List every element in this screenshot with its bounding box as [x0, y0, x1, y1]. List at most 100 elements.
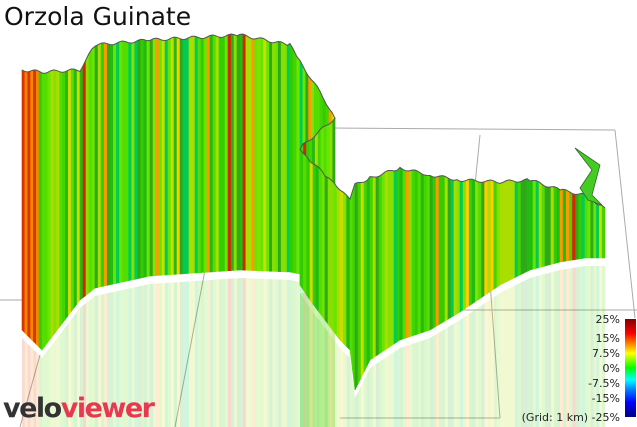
reflection-stripe [385, 356, 388, 427]
wall-stripe [336, 186, 341, 341]
wall-stripe [280, 41, 285, 273]
wall-stripe [218, 36, 223, 272]
wall-stripe [260, 37, 264, 272]
reflection-stripe [569, 268, 573, 427]
reflection-stripe [287, 279, 290, 427]
reflection-stripe [195, 280, 198, 427]
wall-stripe [520, 179, 525, 275]
wall-stripe [517, 181, 522, 277]
reflection-stripe [311, 291, 315, 427]
reflection-stripe [323, 286, 326, 427]
reflection-stripe [346, 354, 350, 427]
wall-stripe [493, 180, 498, 290]
reflection-stripe [168, 282, 171, 427]
wall-stripe [387, 170, 392, 349]
wall-stripe [363, 180, 368, 373]
reflection-stripe [308, 283, 312, 427]
wall-stripe [65, 69, 69, 321]
wall-stripe [24, 71, 29, 337]
legend-label-25: 25% [595, 313, 620, 326]
wall-stripe [444, 175, 449, 322]
wall-stripe [487, 179, 492, 294]
reflection-stripe [490, 297, 494, 427]
wall-stripe [203, 36, 208, 273]
reflection-stripe [484, 301, 488, 427]
reflection-stripe [305, 292, 309, 427]
wall-stripe [450, 179, 455, 318]
wall-stripe [277, 41, 282, 272]
wall-stripe [426, 175, 431, 332]
wall-stripe [257, 37, 261, 272]
wall-stripe [100, 42, 105, 288]
wall-stripe [76, 69, 81, 305]
reflection-stripe [305, 283, 309, 427]
wall-stripe [197, 36, 202, 274]
wall-stripe [596, 203, 600, 259]
reflection-stripe [439, 330, 442, 427]
wall-stripe [384, 170, 389, 351]
reflection-stripe [116, 290, 120, 427]
reflection-stripe [350, 358, 353, 427]
reflection-stripe [269, 279, 273, 427]
reflection-stripe [457, 320, 460, 427]
route-end-segment [574, 147, 603, 206]
wall-stripe [91, 45, 96, 292]
wall-stripe [423, 174, 428, 333]
reflection-stripe [260, 278, 264, 427]
reflection-stripe [281, 279, 285, 427]
wall-stripe [27, 70, 31, 340]
wall-stripe [182, 38, 187, 275]
reflection-stripe [361, 380, 364, 427]
wall-stripe [420, 172, 425, 334]
wall-stripe [242, 33, 247, 271]
wall-stripe [484, 180, 488, 296]
wall-stripe [327, 177, 332, 329]
wall-stripe [209, 34, 214, 273]
wall-stripe [272, 41, 276, 272]
wall-stripe [70, 68, 75, 313]
wall-stripe [405, 170, 410, 339]
reflection-stripe [183, 281, 186, 427]
reflection-stripe [251, 278, 255, 427]
wall-stripe [339, 189, 344, 345]
reflection-stripe [92, 296, 95, 427]
wall-stripe [33, 69, 37, 346]
wall-stripe [173, 36, 178, 275]
reflection-stripe [358, 386, 361, 427]
reflection-stripe [165, 282, 168, 427]
reflection-stripe [587, 266, 591, 427]
wall-stripe [125, 41, 129, 282]
wall-stripe [239, 33, 244, 271]
wall-stripe [511, 180, 516, 280]
reflection-stripe [593, 266, 597, 427]
reflection-stripe [503, 290, 506, 427]
wall-stripe [122, 40, 126, 283]
reflection-stripe [557, 270, 560, 427]
wall-stripe [194, 35, 199, 274]
reflection-stripe [394, 350, 397, 427]
wall-stripe [472, 178, 476, 305]
reflection-stripe [352, 378, 355, 427]
wall-stripe [330, 178, 335, 333]
reflection-stripe [74, 311, 78, 427]
wall-stripe [499, 181, 504, 286]
wall-stripe [429, 175, 434, 331]
veloviewer-logo[interactable]: veloviewer [3, 393, 155, 424]
reflection-stripe [409, 344, 412, 427]
wall-stripe [191, 35, 196, 274]
wall-stripe [553, 186, 558, 264]
logo-velo: velo [3, 393, 62, 424]
reflection-stripe [379, 360, 382, 427]
wall-stripe [88, 47, 93, 294]
wall-stripe [478, 181, 482, 301]
reflection-stripe [536, 275, 539, 427]
wall-stripe [306, 155, 311, 301]
reflection-stripe [53, 338, 57, 427]
reflection-stripe [548, 272, 551, 427]
wall-stripe [562, 188, 567, 262]
wall-stripe [462, 180, 467, 311]
wall-stripe [47, 70, 52, 344]
wall-stripe [134, 39, 139, 280]
reflection-stripe [314, 284, 318, 427]
